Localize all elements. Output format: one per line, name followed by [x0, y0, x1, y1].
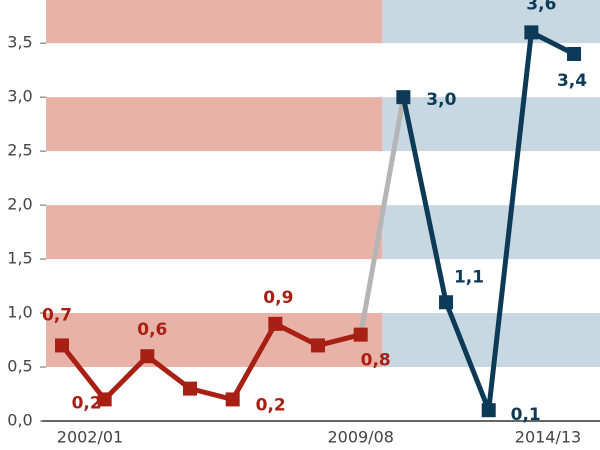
marker	[353, 327, 368, 342]
marker	[481, 403, 496, 418]
band	[46, 97, 383, 152]
y-tick-label: 2,5	[7, 141, 32, 160]
x-tick-label: 2002/01	[57, 428, 123, 447]
data-label: 0,2	[72, 393, 102, 413]
marker	[97, 392, 112, 407]
data-label: 0,2	[256, 395, 286, 415]
marker	[268, 316, 283, 331]
data-label: 0,9	[263, 288, 293, 308]
y-tick-label: 0,5	[7, 357, 32, 376]
data-label: 0,1	[511, 405, 541, 425]
band	[46, 0, 383, 44]
line	[60, 321, 362, 402]
y-tick-label: 0,0	[7, 411, 32, 430]
band	[46, 205, 383, 260]
data-label: 0,8	[361, 351, 391, 371]
band	[382, 313, 600, 368]
marker	[55, 338, 69, 353]
x-tick-label: 2009/08	[327, 428, 393, 447]
data-label: 3,6	[526, 0, 556, 14]
marker	[225, 392, 240, 407]
y-tick-label: 2,0	[7, 195, 32, 214]
marker	[439, 295, 454, 310]
data-label: 0,6	[137, 320, 167, 340]
y-tick-label: 1,0	[7, 303, 32, 322]
data-label: 3,0	[426, 90, 456, 110]
data-label: 3,4	[557, 71, 587, 91]
data-label: 1,1	[454, 267, 484, 287]
y-tick-label: 3,5	[7, 33, 32, 52]
band	[46, 313, 383, 368]
band	[382, 97, 600, 152]
marker	[396, 90, 411, 105]
band	[382, 205, 600, 260]
marker	[567, 46, 582, 61]
data-label: 0,7	[42, 305, 72, 325]
connector	[358, 96, 406, 336]
marker	[311, 338, 326, 353]
y-tick-label: 3,0	[7, 87, 32, 106]
y-tick-label: 1,5	[7, 249, 32, 268]
marker	[524, 25, 539, 40]
marker	[183, 381, 198, 396]
marker	[140, 349, 155, 364]
x-tick-label: 2014/13	[515, 428, 581, 447]
band	[382, 0, 600, 44]
